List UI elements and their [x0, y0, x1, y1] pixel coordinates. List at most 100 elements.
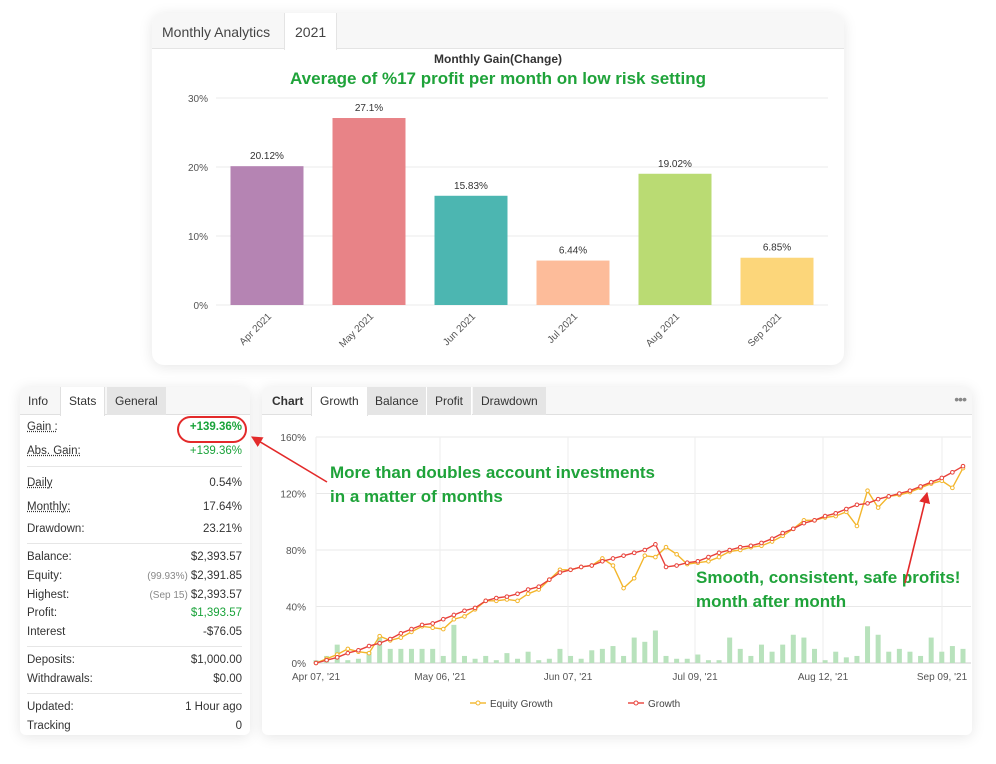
growth-bar: [843, 657, 849, 663]
tab-stats[interactable]: Stats: [60, 387, 106, 416]
growth-point: [430, 621, 435, 626]
growth-bar: [801, 637, 807, 663]
growth-point: [790, 526, 796, 532]
growth-point: [684, 560, 690, 566]
stat-value: +139.36%: [190, 421, 242, 433]
stat-value: 0: [236, 720, 242, 732]
stat-value-text: +139.36%: [189, 445, 242, 457]
growth-bar: [822, 660, 828, 663]
equity-growth-point: [642, 553, 648, 558]
growth-point: [939, 475, 945, 481]
growth-bar: [642, 641, 648, 663]
bar-value-label: 27.1%: [355, 103, 383, 114]
tab-info[interactable]: Info: [28, 394, 49, 408]
growth-bar: [716, 660, 722, 663]
growth-bar: [377, 637, 383, 663]
growth-bar: [737, 648, 743, 663]
growth-point: [398, 631, 404, 636]
monthly-tabbar: Monthly Analytics 2021: [152, 13, 844, 50]
gain-highlight: [177, 416, 247, 443]
stat-label: Tracking: [27, 720, 71, 732]
stats-divider: [27, 693, 242, 694]
growth-bar: [663, 655, 669, 663]
tab-2021[interactable]: 2021: [284, 13, 338, 50]
growth-point: [472, 605, 478, 611]
growth-xtick-label: Aug 12, '21: [798, 672, 849, 683]
tab-general[interactable]: General: [107, 387, 166, 415]
stat-label[interactable]: Gain :: [27, 421, 58, 433]
equity-growth-point: [621, 585, 626, 591]
bar-3: [536, 260, 610, 305]
tab-monthly-analytics[interactable]: Monthly Analytics: [162, 24, 271, 40]
growth-bar: [515, 658, 521, 663]
growth-point: [748, 543, 754, 549]
stat-value-text: 0.54%: [209, 477, 242, 489]
growth-point: [950, 470, 955, 475]
stats-panel: Info Stats General Gain : +139.36% Abs. Ga…: [20, 387, 250, 735]
growth-bar: [949, 646, 955, 663]
stat-value: 0.54%: [209, 477, 242, 489]
bar-value-label: 20.12%: [250, 151, 284, 162]
growth-bar: [780, 644, 786, 663]
growth-bar: [408, 648, 414, 663]
growth-point: [960, 463, 966, 469]
stat-value-text: 23.21%: [202, 523, 242, 535]
stat-label: Drawdown:: [27, 523, 85, 535]
growth-point: [313, 660, 319, 666]
growth-point: [515, 591, 520, 597]
growth-bar: [960, 648, 966, 663]
growth-bar: [918, 655, 924, 663]
bar-value-label: 15.83%: [454, 181, 488, 192]
stat-label[interactable]: Abs. Gain:: [27, 445, 81, 457]
growth-xtick-label: May 06, '21: [414, 672, 466, 683]
growth-point: [759, 540, 764, 546]
stat-row: Updated: 1 Hour ago: [27, 701, 242, 719]
growth-bar: [504, 653, 510, 663]
more-options-icon[interactable]: •••: [954, 391, 967, 407]
growth-point: [918, 484, 923, 489]
stat-value-text: -$76.05: [202, 626, 242, 638]
chart-subtitle: Average of %17 profit per month on low r…: [290, 69, 706, 88]
stat-row: Balance: $2,393.57: [27, 551, 242, 569]
growth-point: [907, 488, 913, 493]
growth-bar: [907, 651, 913, 663]
growth-bar: [705, 660, 711, 663]
growth-point: [494, 595, 499, 601]
growth-bar: [355, 658, 361, 663]
growth-bar: [748, 655, 754, 663]
growth-bar: [525, 651, 531, 663]
stat-row: Deposits: $1,000.00: [27, 654, 242, 672]
stat-label: Highest:: [27, 589, 70, 601]
tab-drawdown[interactable]: Drawdown: [473, 387, 546, 415]
stat-row: Tracking 0: [27, 720, 242, 735]
stat-label[interactable]: Monthly:: [27, 501, 71, 513]
equity-growth-point: [716, 554, 722, 560]
stat-label[interactable]: Daily: [27, 477, 53, 489]
growth-point: [568, 567, 573, 573]
stat-label: Profit:: [27, 607, 58, 619]
growth-bar: [546, 658, 552, 663]
tab-balance[interactable]: Balance: [367, 387, 428, 415]
growth-bar: [812, 648, 818, 663]
tab-growth[interactable]: Growth: [311, 387, 368, 416]
growth-point: [366, 643, 372, 649]
growth-point: [557, 570, 563, 575]
equity-growth-point: [366, 650, 372, 656]
tab-profit[interactable]: Profit: [427, 387, 473, 415]
equity-growth-point: [653, 554, 658, 560]
growth-bar: [621, 655, 627, 663]
growth-bar: [430, 648, 436, 663]
tab-chart[interactable]: Chart: [272, 394, 304, 408]
growth-point: [897, 491, 902, 496]
growth-point: [610, 556, 616, 561]
monthly-gain-bar-chart: 0% 10% 20% 30% 20.12% Apr 2021 27.1% May 2021 15…: [188, 94, 828, 350]
growth-point: [865, 501, 870, 506]
growth-bar: [939, 651, 945, 663]
growth-bar: [695, 654, 701, 663]
equity-growth-point: [663, 544, 669, 550]
growth-bar: [578, 658, 584, 663]
growth-point: [674, 563, 679, 568]
stat-value: $1,000.00: [191, 654, 242, 666]
growth-bar: [366, 651, 372, 663]
growth-bar: [727, 637, 733, 663]
